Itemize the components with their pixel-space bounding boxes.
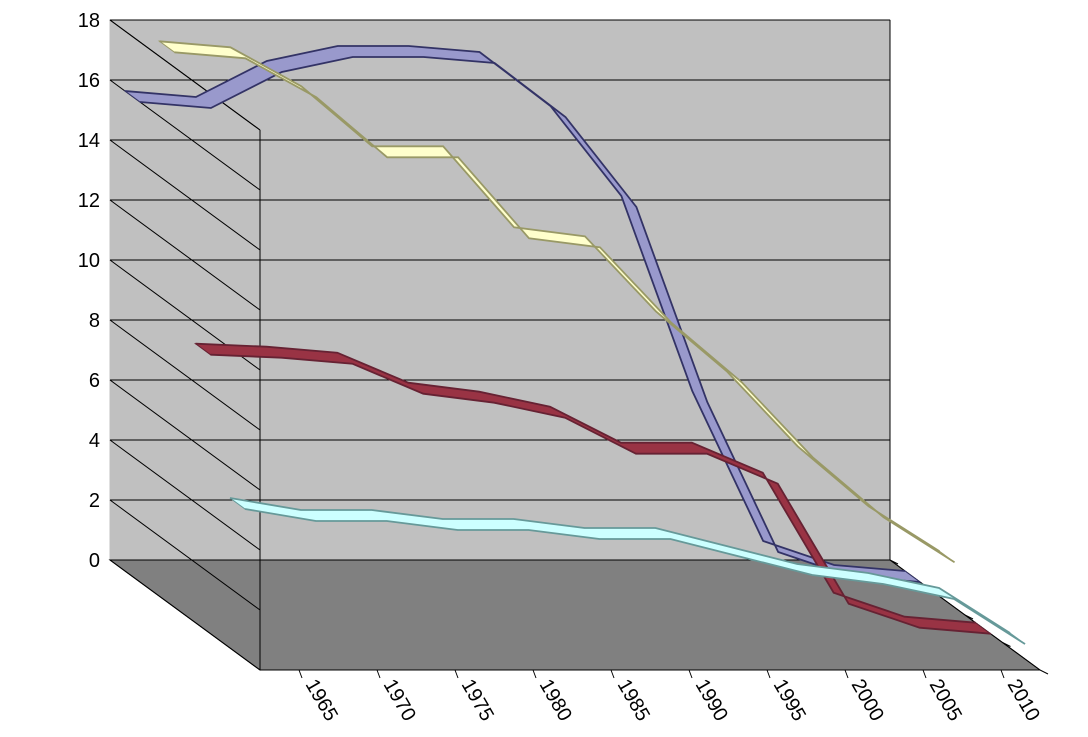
y-tick-label: 10	[78, 250, 100, 272]
x-tick-label: 2005	[925, 676, 966, 726]
x-tick-label: 1970	[379, 676, 420, 726]
x-tick-label: 1975	[457, 676, 498, 726]
x-tick-label: 1980	[535, 676, 576, 726]
x-tick-label: 1990	[691, 676, 732, 726]
x-tick-label: 1985	[613, 676, 654, 726]
y-tick-label: 8	[89, 310, 100, 332]
y-tick-label: 0	[89, 550, 100, 572]
x-tick-label: 2010	[1003, 676, 1044, 726]
x-tick-label: 1965	[301, 676, 342, 726]
x-tick-label: 1995	[769, 676, 810, 726]
y-tick-label: 16	[78, 70, 100, 92]
y-tick-label: 12	[78, 190, 100, 212]
y-tick-label: 14	[78, 130, 100, 152]
chart-svg: 0 2 4 6 8 10 12 14 16 18 1965 1970 1975 1980 1985 1990 1…	[0, 0, 1088, 737]
line-chart-3d: 0 2 4 6 8 10 12 14 16 18 1965 1970 1975 1980 1985 1990 1…	[0, 0, 1088, 737]
y-tick-label: 6	[89, 370, 100, 392]
x-tick-label: 2000	[847, 676, 888, 726]
y-tick-label: 2	[89, 490, 100, 512]
y-tick-label: 18	[78, 10, 100, 32]
y-tick-label: 4	[89, 430, 100, 452]
